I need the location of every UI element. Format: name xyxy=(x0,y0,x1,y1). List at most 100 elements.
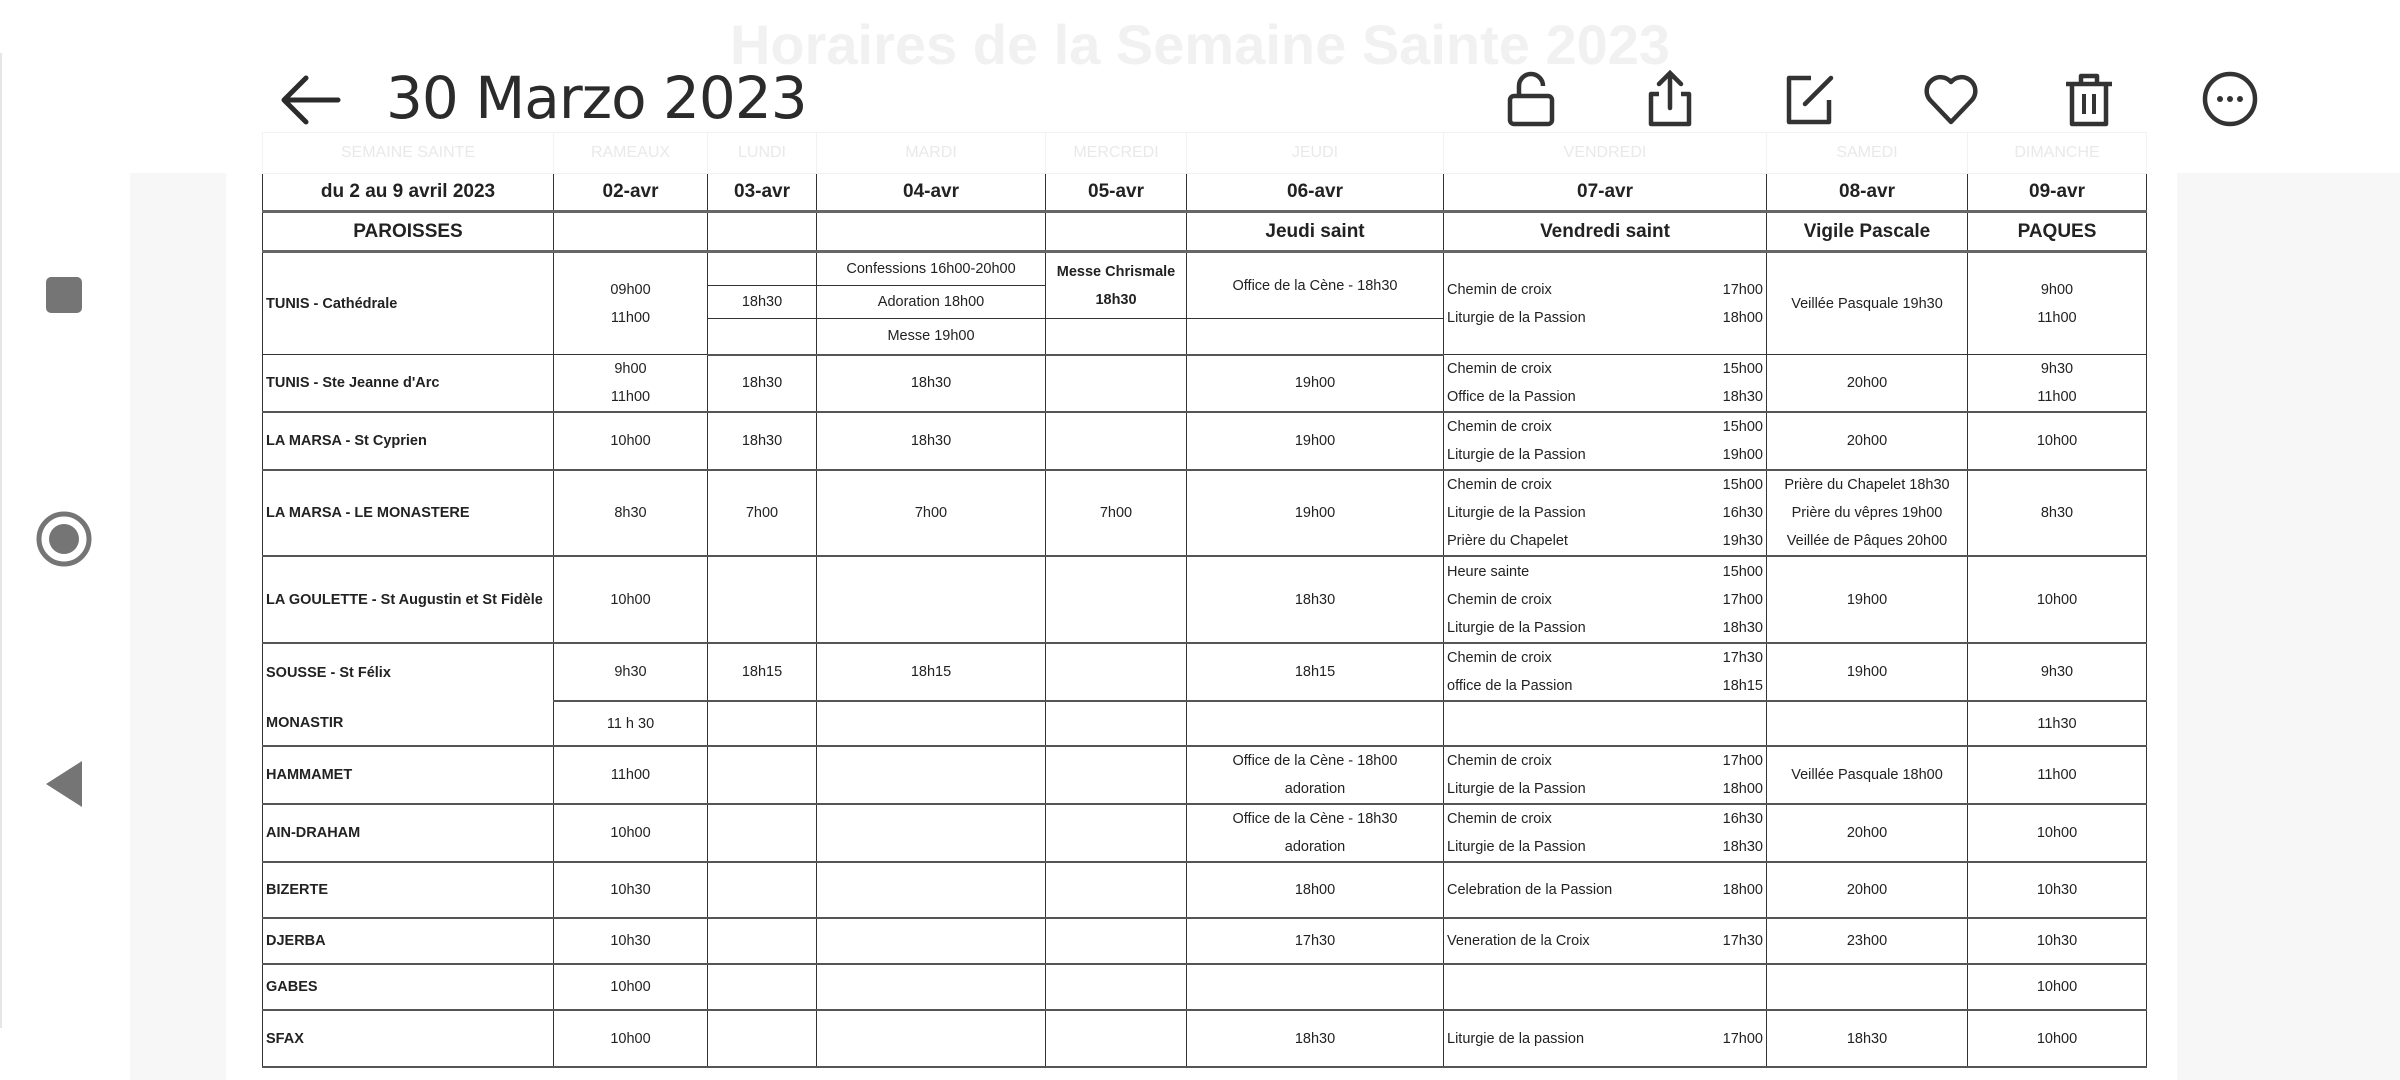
app-bar: 30 Marzo 2023 xyxy=(0,0,2400,173)
triangle-back-icon[interactable] xyxy=(34,754,94,814)
page-title: 30 Marzo 2023 xyxy=(386,64,808,132)
event-line: Office de la Passion 18h30 xyxy=(1447,383,1763,410)
event-label: Heure sainte xyxy=(1447,563,1530,580)
table-row: BIZERTE 10h30 18h00 Celebration de la Passi… xyxy=(262,861,2147,919)
event-label: Liturgie de la passion xyxy=(1447,1030,1585,1047)
feast_header-cell: PAQUES xyxy=(1967,211,2147,253)
time-entry: 18h30 xyxy=(1095,291,1137,308)
parish-name: HAMMAMET xyxy=(262,745,554,805)
edit-icon[interactable] xyxy=(1781,70,1839,128)
event-line: Chemin de croix 15h00 xyxy=(1447,413,1763,441)
parish-name: LA MARSA - LE MONASTERE xyxy=(262,469,554,557)
cell-dimanche: 9h00 11h00 xyxy=(1967,251,2147,355)
event-line: Chemin de croix 15h00 xyxy=(1447,471,1763,499)
cell-jeudi: Office de la Cène - 18h30 adoration xyxy=(1186,803,1444,863)
parish-name: LA GOULETTE - St Augustin et St Fidèle xyxy=(262,555,554,644)
date_header-cell: 04-avr xyxy=(816,173,1046,213)
cell-samedi: Prière du Chapelet 18h30 Prière du vêpres… xyxy=(1766,469,1968,557)
time-entry: 11h30 xyxy=(2037,715,2077,732)
cell-mardi xyxy=(816,555,1046,644)
cell-rameaux: 10h30 xyxy=(553,861,708,919)
cell-mercredi xyxy=(1045,917,1187,965)
parish-name: DJERBA xyxy=(262,917,554,965)
cell-samedi: Veillée Pasquale 18h00 xyxy=(1766,745,1968,805)
heart-icon[interactable] xyxy=(1922,70,1980,128)
event-label: Prière du Chapelet xyxy=(1447,533,1568,549)
faded_header-cell: LUNDI xyxy=(707,132,817,174)
cell-mardi xyxy=(816,963,1046,1011)
cell-mardi: 18h30 xyxy=(816,411,1046,471)
time-entry: 9h30 xyxy=(614,664,647,680)
cell-lundi xyxy=(707,861,817,919)
time-entry: 09h00 xyxy=(610,281,651,298)
parish-name: SFAX xyxy=(262,1009,554,1068)
event-line: Celebration de la Passion 18h00 xyxy=(1447,876,1763,904)
parish-name: LA MARSA - St Cyprien xyxy=(262,411,554,471)
cell-mardi xyxy=(816,700,1046,747)
date_header-cell: du 2 au 9 avril 2023 xyxy=(262,173,554,213)
parish-name: AIN-DRAHAM xyxy=(262,803,554,863)
cell-mardi: 18h30 xyxy=(816,354,1046,413)
time-entry: 20h00 xyxy=(1846,825,1888,841)
feast_header-cell xyxy=(816,211,1046,253)
cell-jeudi: 19h00 xyxy=(1186,411,1444,471)
cell-dimanche: 11h30 xyxy=(1967,700,2147,747)
cell-rameaux: 8h30 xyxy=(553,469,708,557)
time-entry: 11h00 xyxy=(2037,309,2077,326)
time-entry: 18h30 xyxy=(741,433,783,449)
cell-mardi xyxy=(816,803,1046,863)
time-entry: 19h00 xyxy=(1294,433,1336,449)
cell-mercredi xyxy=(1045,411,1187,471)
cell-mercredi xyxy=(1045,803,1187,863)
event-time: 19h30 xyxy=(1722,533,1763,549)
time-entry: Veillée de Pâques 20h00 xyxy=(1786,533,1948,549)
date_header-cell: 07-avr xyxy=(1443,173,1767,213)
trash-icon[interactable] xyxy=(2060,70,2118,128)
feast_header-cell xyxy=(1045,211,1187,253)
event-line: Liturgie de la passion 17h00 xyxy=(1447,1025,1763,1053)
cell-lundi xyxy=(707,251,817,286)
event-label: Chemin de croix xyxy=(1447,361,1552,377)
event-label: Chemin de croix xyxy=(1447,811,1552,827)
time-entry: 10h30 xyxy=(610,882,651,898)
event-label: Celebration de la Passion xyxy=(1447,882,1613,898)
event-time: 17h00 xyxy=(1722,591,1763,608)
cell-rameaux: 11 h 30 xyxy=(553,700,708,747)
time-entry: 19h00 xyxy=(1294,505,1336,521)
cell-jeudi: 18h00 xyxy=(1186,861,1444,919)
time-entry: 18h00 xyxy=(1294,882,1336,898)
table-row: Messe 19h00 xyxy=(263,318,2147,356)
radio-record-icon[interactable] xyxy=(34,509,94,569)
event-label: office de la Passion xyxy=(1447,678,1573,694)
event-label: Liturgie de la Passion xyxy=(1447,447,1586,463)
event-label: Chemin de croix xyxy=(1447,753,1552,769)
cell-mercredi xyxy=(1045,318,1187,356)
cell-vendredi: Chemin de croix 15h00 Office de la Passion… xyxy=(1443,354,1767,413)
square-stop-icon[interactable] xyxy=(34,265,94,325)
event-line: Liturgie de la Passion 18h30 xyxy=(1447,614,1763,642)
lock-open-icon[interactable] xyxy=(1502,70,1560,128)
cell-dimanche: 10h00 xyxy=(1967,803,2147,863)
cell-mardi xyxy=(816,917,1046,965)
cell-rameaux: 9h30 xyxy=(553,642,708,702)
arrow-left-icon[interactable] xyxy=(278,72,344,128)
event-label: Liturgie de la Passion xyxy=(1447,309,1586,326)
date_header-cell: 05-avr xyxy=(1045,173,1187,213)
cell-samedi: 20h00 xyxy=(1766,354,1968,413)
cell-jeudi: Office de la Cène - 18h30 xyxy=(1186,251,1444,319)
time-entry: 10h00 xyxy=(2036,591,2078,608)
event-line: Liturgie de la Passion 18h00 xyxy=(1447,775,1763,802)
cell-jeudi xyxy=(1186,700,1444,747)
more-icon[interactable] xyxy=(2201,70,2259,128)
event-label: Veneration de la Croix xyxy=(1447,933,1590,949)
date_header-cell: 08-avr xyxy=(1766,173,1968,213)
time-entry: Veillée Pasquale 19h30 xyxy=(1791,295,1943,312)
cell-mercredi xyxy=(1045,555,1187,644)
cell-lundi xyxy=(707,555,817,644)
cell-mercredi: 7h00 xyxy=(1045,469,1187,557)
cell-lundi xyxy=(707,803,817,863)
cell-rameaux: 10h00 xyxy=(553,555,708,644)
cell-dimanche: 10h00 xyxy=(1967,1009,2147,1068)
share-icon[interactable] xyxy=(1641,69,1699,128)
cell-mercredi xyxy=(1045,700,1187,747)
